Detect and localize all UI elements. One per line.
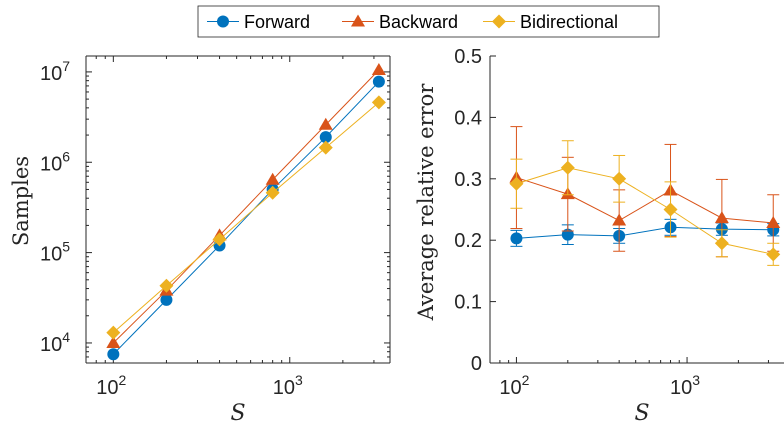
- error-panel-y-tick-label: 0.1: [454, 292, 482, 314]
- error-panel-line-forward: [516, 226, 774, 239]
- samples-panel-series-bidirectional: [106, 95, 386, 340]
- error-panel-line-backward: [516, 177, 774, 224]
- samples-panel-line-backward: [112, 69, 380, 344]
- samples-panel-line-bidirectional: [112, 101, 380, 334]
- samples-panel-x-tick-label: 102: [96, 372, 126, 399]
- samples-panel-point-backward: [318, 117, 333, 130]
- error-panel-x-tick-label: 103: [670, 372, 700, 399]
- samples-panel: 102 103 104 105 106 107: [40, 55, 391, 399]
- samples-panel-point-backward: [371, 62, 386, 75]
- error-panel-point-bidirectional: [663, 202, 678, 217]
- legend: Forward Backward Bidirectional: [197, 5, 660, 38]
- samples-panel-y-tick-label: 106: [40, 148, 70, 175]
- samples-panel-point-forward: [107, 348, 120, 361]
- samples-panel-series-forward: [107, 75, 385, 361]
- samples-panel-line-forward: [112, 81, 380, 355]
- error-panel-x-tick-label: 102: [499, 372, 529, 399]
- error-panel: 102 103 0 0.1 0.2 0.3 0.4 0.5: [454, 46, 784, 399]
- error-panel-point-backward: [612, 213, 627, 226]
- samples-panel-y-tick-label: 105: [40, 239, 70, 266]
- samples-panel-x-tick-exponent: 2: [119, 372, 127, 388]
- legend-entry-backward: Backward: [342, 12, 458, 32]
- samples-panel-series-backward: [106, 62, 386, 348]
- samples-panel-y-tick-exponent: 7: [62, 58, 70, 74]
- error-panel-point-bidirectional: [560, 160, 575, 175]
- samples-panel-point-backward: [106, 335, 121, 348]
- error-panel-x-tick-exponent: 3: [692, 372, 700, 388]
- error-panel-series-forward: [510, 218, 780, 247]
- error-panel-ylabel: Average relative error: [414, 83, 438, 322]
- legend-entry-bidirectional: Bidirectional: [483, 12, 618, 32]
- samples-panel-point-bidirectional: [106, 325, 121, 340]
- error-panel-series-bidirectional: [509, 140, 781, 266]
- error-panel-point-forward: [510, 232, 523, 245]
- samples-panel-point-forward: [319, 131, 332, 144]
- samples-panel-point-forward: [160, 293, 173, 306]
- samples-panel-y-tick-label: 104: [40, 329, 70, 356]
- error-panel-line-bidirectional: [516, 167, 774, 255]
- legend-label-backward: Backward: [379, 12, 458, 32]
- samples-panel-point-bidirectional: [159, 278, 174, 293]
- error-panel-point-backward: [766, 216, 781, 229]
- samples-panel-point-forward: [372, 75, 385, 88]
- error-panel-y-tick-label: 0.2: [454, 230, 482, 252]
- legend-marker-forward: [217, 15, 229, 28]
- legend-box: [197, 5, 660, 38]
- samples-panel-point-bidirectional: [265, 185, 280, 200]
- samples-panel-point-bidirectional: [371, 95, 386, 110]
- error-panel-point-bidirectional: [714, 236, 729, 251]
- error-panel-xlabel: S: [634, 401, 649, 426]
- error-panel-point-forward: [561, 228, 574, 241]
- error-panel-point-bidirectional: [766, 247, 781, 262]
- samples-panel-point-backward: [265, 172, 280, 185]
- legend-marker-bidirectional: [492, 14, 506, 29]
- samples-panel-point-bidirectional: [212, 232, 227, 247]
- samples-panel-x-tick-label: 103: [273, 372, 303, 399]
- error-panel-y-tick-label: 0.3: [454, 169, 482, 191]
- samples-panel-y-tick-exponent: 5: [62, 239, 70, 255]
- error-panel-x-tick-exponent: 2: [522, 372, 530, 388]
- samples-panel-point-bidirectional: [318, 140, 333, 155]
- error-panel-y-tick-label: 0: [471, 353, 482, 375]
- error-panel-point-bidirectional: [612, 171, 627, 186]
- error-panel-y-tick-label: 0.4: [454, 107, 482, 129]
- error-panel-y-tick-label: 0.5: [454, 46, 482, 68]
- legend-label-forward: Forward: [244, 12, 310, 32]
- samples-panel-y-tick-label: 107: [40, 58, 70, 85]
- samples-panel-ylabel: Samples: [9, 156, 33, 246]
- samples-panel-y-tick-exponent: 6: [62, 148, 70, 164]
- samples-panel-x-tick-exponent: 3: [295, 372, 303, 388]
- legend-entry-forward: Forward: [207, 12, 310, 32]
- error-panel-series-backward: [509, 126, 781, 258]
- samples-panel-y-tick-exponent: 4: [62, 329, 70, 345]
- samples-panel-xlabel: S: [230, 401, 245, 426]
- error-panel-point-bidirectional: [509, 176, 524, 191]
- legend-marker-backward: [351, 14, 365, 27]
- legend-label-bidirectional: Bidirectional: [520, 12, 618, 32]
- error-panel-point-backward: [714, 211, 729, 224]
